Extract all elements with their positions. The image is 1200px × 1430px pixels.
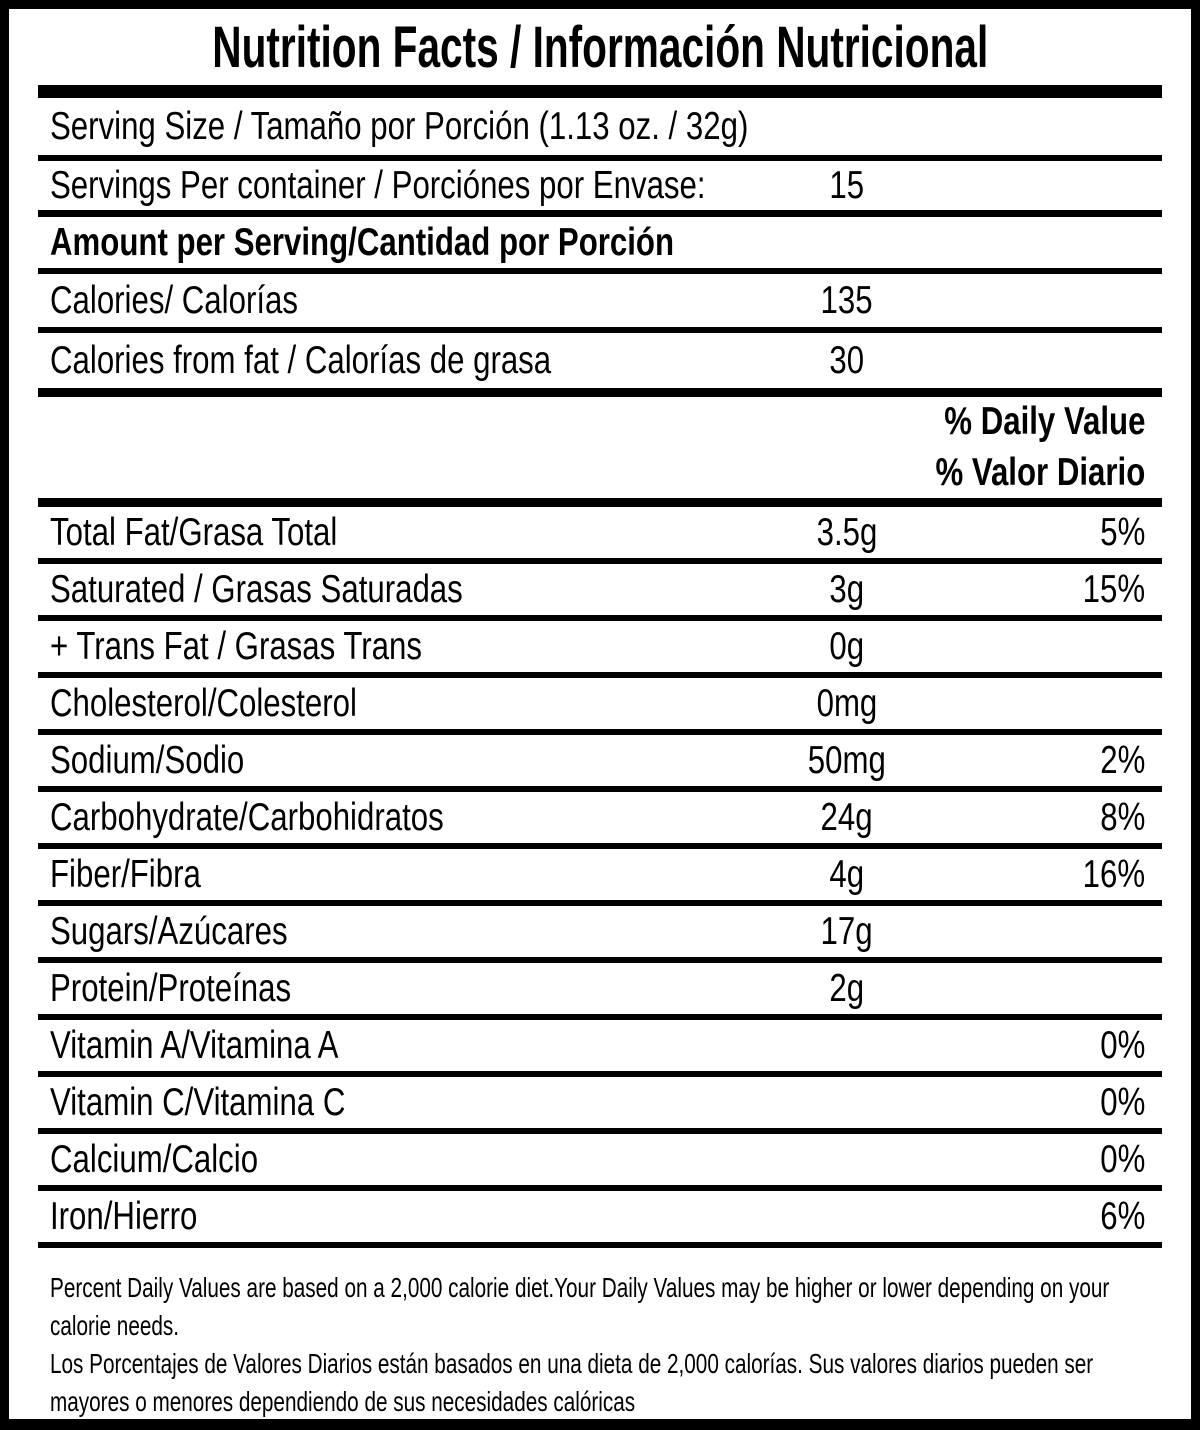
amount-per-serving-label: Amount per Serving/Cantidad por Porción — [50, 220, 675, 264]
row-serving-size: Serving Size / Tamaño por Porción (1.13 … — [38, 98, 1162, 161]
daily-value-header-en: % Daily Value — [943, 400, 1145, 444]
daily-value-header-es: % Valor Diario — [935, 450, 1145, 494]
nutrient-label: Fiber/Fibra — [50, 852, 201, 896]
nutrient-dv: 2% — [1099, 738, 1145, 782]
row-servings-per-container: Servings Per container / Porciónes por E… — [38, 161, 1162, 217]
calories-label: Calories/ Calorías — [50, 278, 298, 322]
nutrient-label: Saturated / Grasas Saturadas — [50, 567, 463, 611]
nutrient-amount: 3.5g — [816, 510, 878, 554]
row-carbohydrate: Carbohydrate/Carbohidratos 24g 8% — [38, 792, 1162, 849]
row-vitamin-c: Vitamin C/Vitamina C 0% — [38, 1077, 1162, 1134]
row-fiber: Fiber/Fibra 4g 16% — [38, 849, 1162, 906]
row-total-fat: Total Fat/Grasa Total 3.5g 5% — [38, 507, 1162, 564]
calories-from-fat-label: Calories from fat / Calorías de grasa — [50, 338, 552, 382]
nutrient-amount: 24g — [820, 795, 874, 839]
nutrient-amount: 0mg — [816, 681, 878, 725]
nutrient-dv: 0% — [1099, 1137, 1145, 1181]
row-iron: Iron/Hierro 6% — [38, 1191, 1162, 1248]
nutrient-label: + Trans Fat / Grasas Trans — [50, 624, 422, 668]
nutrient-amount: 2g — [829, 966, 865, 1010]
nutrient-dv: 16% — [1082, 852, 1145, 896]
nutrient-dv: 15% — [1082, 567, 1145, 611]
nutrient-label: Protein/Proteínas — [50, 966, 292, 1010]
daily-value-header: % Daily Value % Valor Diario — [38, 397, 1162, 507]
nutrient-label: Sugars/Azúcares — [50, 909, 288, 953]
nutrient-amount: 4g — [829, 852, 865, 896]
nutrient-label: Carbohydrate/Carbohidratos — [50, 795, 444, 839]
nutrient-dv: 0% — [1099, 1023, 1145, 1067]
nutrient-amount: 50mg — [807, 738, 887, 782]
row-calories-from-fat: Calories from fat / Calorías de grasa 30 — [38, 333, 1162, 397]
page-title: Nutrition Facts / Información Nutriciona… — [9, 9, 1191, 85]
nutrient-dv: 8% — [1099, 795, 1145, 839]
row-sugars: Sugars/Azúcares 17g — [38, 906, 1162, 963]
serving-size-label: Serving Size / Tamaño por Porción (1.13 … — [50, 104, 749, 148]
nutrient-dv: 5% — [1099, 510, 1145, 554]
nutrient-label: Vitamin A/Vitamina A — [50, 1023, 339, 1067]
nutrient-label: Calcium/Calcio — [50, 1137, 259, 1181]
daily-value-footnote: Percent Daily Values are based on a 2,00… — [50, 1272, 1110, 1417]
nutrient-label: Vitamin C/Vitamina C — [50, 1080, 346, 1124]
servings-per-container-label: Servings Per container / Porciónes por E… — [50, 163, 706, 207]
row-sodium: Sodium/Sodio 50mg 2% — [38, 735, 1162, 792]
row-calcium: Calcium/Calcio 0% — [38, 1134, 1162, 1191]
facts-table: Serving Size / Tamaño por Porción (1.13 … — [38, 98, 1162, 1419]
nutrient-label: Total Fat/Grasa Total — [50, 510, 338, 554]
nutrient-dv: 0% — [1099, 1080, 1145, 1124]
header-divider — [38, 85, 1162, 98]
nutrient-amount: 0g — [829, 624, 865, 668]
page-title-text: Nutrition Facts / Información Nutriciona… — [212, 14, 988, 80]
nutrient-label: Iron/Hierro — [50, 1194, 198, 1238]
row-amount-per-serving-header: Amount per Serving/Cantidad por Porción — [38, 217, 1162, 274]
nutrient-amount: 17g — [820, 909, 874, 953]
nutrient-amount: 3g — [829, 567, 865, 611]
row-cholesterol: Cholesterol/Colesterol 0mg — [38, 678, 1162, 735]
row-calories: Calories/ Calorías 135 — [38, 274, 1162, 333]
nutrient-label: Sodium/Sodio — [50, 738, 245, 782]
servings-per-container-value: 15 — [829, 163, 865, 207]
row-vitamin-a: Vitamin A/Vitamina A 0% — [38, 1020, 1162, 1077]
calories-value: 135 — [820, 278, 874, 322]
nutrient-label: Cholesterol/Colesterol — [50, 681, 357, 725]
calories-from-fat-value: 30 — [829, 338, 865, 382]
row-protein: Protein/Proteínas 2g — [38, 963, 1162, 1020]
row-trans-fat: + Trans Fat / Grasas Trans 0g — [38, 621, 1162, 678]
nutrient-dv: 6% — [1099, 1194, 1145, 1238]
row-saturated-fat: Saturated / Grasas Saturadas 3g 15% — [38, 564, 1162, 621]
